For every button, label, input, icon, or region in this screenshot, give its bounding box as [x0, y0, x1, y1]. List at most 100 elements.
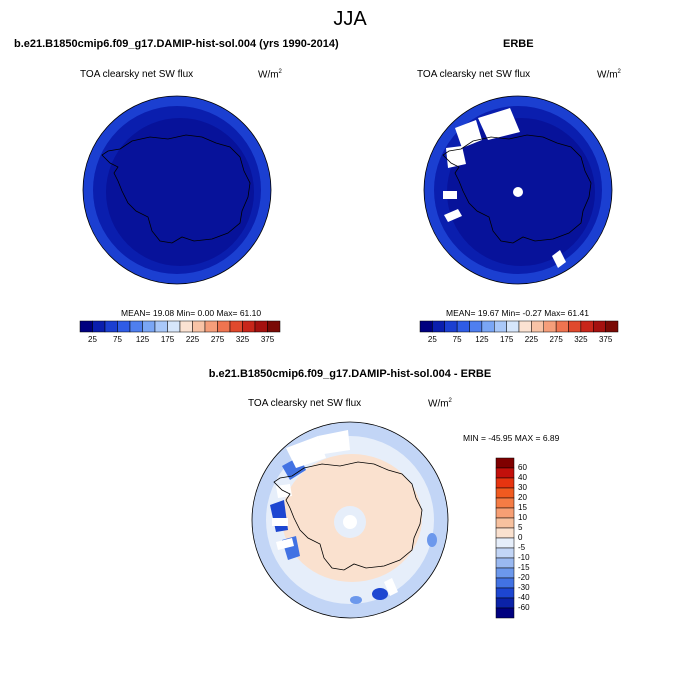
panel-1-colorbar-swatch	[142, 320, 156, 333]
panel-1-stats: MEAN= 19.08 Min= 0.00 Max= 61.10	[121, 308, 262, 318]
panel-3-negative-anomaly	[350, 596, 362, 604]
panel-3-colorbar-swatch	[495, 537, 515, 549]
panel-3-colorbar-tick-label: 0	[518, 533, 523, 542]
season-title: JJA	[333, 8, 367, 30]
panel-3-colorbar-swatch	[495, 517, 515, 529]
panel-2-colorbar-swatch	[444, 320, 458, 333]
panel-2-colorbar-swatch	[531, 320, 544, 333]
panel-3-colorbar-swatch	[495, 547, 515, 559]
panel-2-colorbar-swatch	[481, 320, 495, 333]
panel-2-map-border	[423, 95, 613, 285]
panel-3-colorbar-tick-label: 40	[518, 473, 527, 482]
panel-3-colorbar-tick-label: 60	[518, 463, 527, 472]
panel-2-variable: TOA clearsky net SW flux	[417, 69, 531, 80]
panel-1-colorbar-tick-label: 275	[210, 335, 225, 344]
panel-2-colorbar-tick-label: 225	[524, 335, 539, 344]
panel-1-colorbar-tick-label: 25	[88, 335, 97, 344]
panel-1-colorbar-swatch	[229, 320, 243, 333]
panel-3-title: b.e21.B1850cmip6.f09_g17.DAMIP-hist-sol.…	[208, 368, 492, 380]
panel-1-colorbar-tick-label: 325	[235, 335, 250, 344]
panel-2-colorbar-swatch	[456, 320, 470, 333]
panel-3-colorbar-tick-label: 30	[518, 483, 527, 492]
panel-1-colorbar-swatch	[104, 320, 118, 333]
panel-3-colorbar-swatch	[495, 577, 515, 589]
panel-2-colorbar-swatch	[555, 320, 569, 333]
panel-2-title: ERBE	[503, 38, 534, 50]
panel-1-colorbar-swatch	[204, 320, 218, 333]
panel-2-missing-data	[455, 120, 482, 148]
panel-3-colorbar-swatch	[495, 467, 515, 479]
panel-1-colorbar-swatch	[79, 320, 93, 333]
panel-3-colorbar-tick-label: 15	[518, 503, 527, 512]
panel-2-stats: MEAN= 19.67 Min= -0.27 Max= 61.41	[446, 308, 589, 318]
panel-3-colorbar-tick-label: 20	[518, 493, 527, 502]
panel-1-colorbar-swatch	[117, 320, 131, 333]
panel-3-colorbar-swatch	[495, 597, 515, 609]
panel-1-colorbar-swatch	[179, 320, 193, 333]
panel-2-colorbar-swatch	[593, 320, 606, 333]
panel-3-colorbar-swatch	[495, 487, 515, 499]
panel-3-negative-anomaly	[424, 435, 436, 445]
panel-2-colorbar	[419, 320, 619, 333]
panel-1-title: b.e21.B1850cmip6.f09_g17.DAMIP-hist-sol.…	[14, 38, 339, 50]
panel-2-missing-data	[552, 250, 566, 268]
panel-1-inner-flux-band	[106, 118, 254, 266]
panel-1-colorbar-tick-label: 125	[135, 335, 150, 344]
panel-1-map	[83, 96, 271, 284]
panel-1-colorbar-swatch	[267, 320, 281, 333]
panel-2-colorbar-swatch	[580, 320, 594, 333]
panel-3-colorbar-tick-label: -20	[518, 573, 530, 582]
panel-2-colorbar-tick-label: 275	[549, 335, 563, 344]
panel-3-colorbar-swatch	[495, 567, 515, 579]
panel-2-colorbar-swatch	[419, 320, 433, 333]
panel-2-colorbar-tick-label: 175	[499, 335, 514, 344]
panel-2-colorbar-swatch	[469, 320, 483, 333]
panel-1-colorbar-tick-label: 375	[260, 335, 275, 344]
panel-1-units: W/m2	[258, 69, 282, 81]
panel-3-colorbar-tick-label: -30	[518, 583, 530, 592]
panel-1-colorbar-swatch	[217, 320, 231, 333]
panel-3-map	[252, 422, 448, 618]
panel-3-map-border	[251, 421, 449, 619]
panel-1-colorbar-swatch	[129, 320, 143, 333]
panel-3-colorbar-swatch	[495, 507, 515, 519]
panel-2-pole-hole	[513, 187, 523, 197]
panel-2-colorbar-swatch	[432, 320, 445, 333]
panel-3-negative-anomaly	[372, 588, 388, 600]
panel-3-units: W/m2	[428, 398, 452, 410]
panel-1-colorbar-tick-label: 225	[185, 335, 200, 344]
panel-2-colorbar-tick-label: 25	[427, 335, 437, 344]
panel-2-colorbar-tick-label: 75	[452, 335, 462, 344]
panel-3-colorbar-tick-label: -15	[518, 563, 530, 572]
panel-3-colorbar-tick-label: 5	[518, 523, 523, 532]
panel-1-colorbar-swatch	[167, 320, 181, 333]
panel-1-colorbar-swatch	[242, 320, 256, 333]
panel-3-variable: TOA clearsky net SW flux	[248, 398, 362, 409]
panel-3-colorbar-swatch	[495, 527, 515, 539]
panel-3-missing-data	[318, 430, 350, 454]
panel-3-colorbar	[495, 457, 515, 619]
panel-1-map-border	[82, 95, 272, 285]
panel-3-colorbar-tick-label: -60	[518, 603, 530, 612]
panel-3-missing-data	[272, 518, 288, 526]
panel-2-colorbar-swatch	[605, 320, 619, 333]
panel-3-colorbar-swatch	[495, 457, 515, 469]
panel-3-missing-data	[276, 538, 294, 550]
panel-2-colorbar-tick-label: 125	[475, 335, 489, 344]
panel-3-pole-hole	[343, 515, 357, 529]
panel-2-colorbar-swatch	[543, 320, 557, 333]
panel-3-colorbar-tick-label: -40	[518, 593, 530, 602]
panel-1-colorbar	[79, 320, 281, 333]
panel-1-colorbar-swatch	[92, 320, 106, 333]
panel-3-colorbar-tick-label: 10	[518, 513, 527, 522]
panel-3-colorbar-tick-label: -10	[518, 553, 530, 562]
panel-3-stats: MIN = -45.95 MAX = 6.89	[463, 433, 560, 443]
panel-2-missing-data	[443, 191, 457, 199]
panel-1-variable: TOA clearsky net SW flux	[80, 69, 194, 80]
panel-3-missing-data	[286, 436, 326, 468]
panel-3-colorbar-swatch	[495, 607, 515, 619]
panel-2-missing-data	[444, 209, 462, 222]
panel-3-colorbar-swatch	[495, 557, 515, 569]
panel-3-missing-data	[384, 578, 398, 596]
panel-2-colorbar-swatch	[518, 320, 532, 333]
